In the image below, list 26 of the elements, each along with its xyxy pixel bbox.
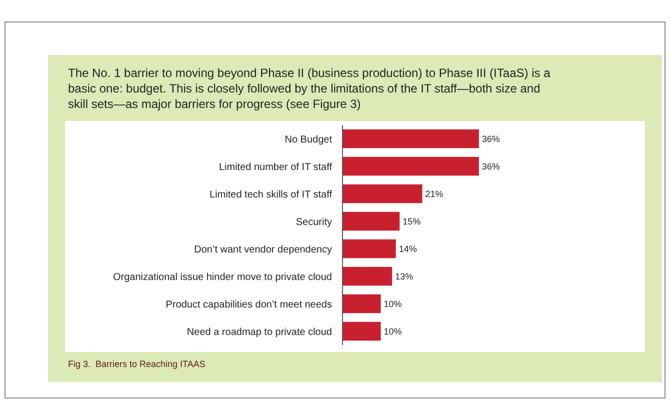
data-label: 15% [402,216,421,226]
y-tick-label: Organizational issue hinder move to private cloud [112,272,332,283]
bar [343,184,422,204]
bar [343,156,479,176]
bar [343,294,381,314]
bar [343,322,381,341]
data-label: 21% [425,188,444,199]
chart-title: The No. 1 barrier to moving beyond Phase II (business production) to Phase III (ITaaS) is a basic one: budget. This is closely followed by the limitations of the IT staff—both size and skill sets—as major barriers for progress (see Figure 3) [68,66,551,112]
bar [343,266,392,286]
caption: Fig 3. Barriers to Reaching ITAAS [68,359,206,369]
y-tick-label: No Budget [284,134,332,146]
y-tick-label: Need a roadmap to private cloud [186,326,332,338]
data-label: 14% [398,244,417,254]
y-tick-label: Limited number of IT staff [218,162,332,173]
y-tick-label: Limited tech skills of IT staff [210,189,332,200]
bar [343,212,400,231]
y-tick-label: Don’t want vendor dependency [194,244,332,256]
data-label: 10% [384,326,402,336]
y-tick-label: Product capabilities don’t meet needs [166,299,332,310]
data-label: 36% [482,161,500,172]
data-label: 36% [482,134,500,144]
bar [343,129,479,148]
data-label: 13% [395,271,414,282]
bar [343,239,396,258]
y-tick-label: Security [296,216,332,228]
data-label: 10% [384,298,402,309]
